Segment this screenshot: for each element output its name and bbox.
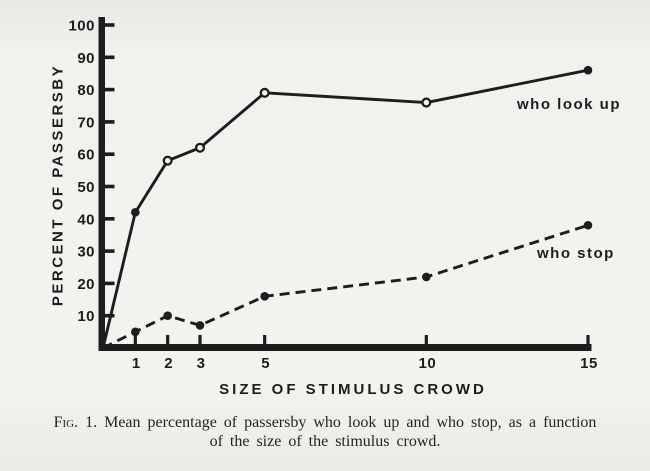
- y-tick-label: 10: [77, 308, 95, 325]
- data-point-who-look-up: [194, 142, 206, 153]
- figure-caption: Fig. 1. Mean percentage of passersby who…: [0, 413, 650, 451]
- data-point-who-look-up: [162, 155, 173, 166]
- x-tick-label: 1: [132, 355, 141, 372]
- x-tick-label: 2: [164, 355, 173, 372]
- data-point-who-stop: [163, 311, 172, 321]
- caption-text-line1: Mean percentage of passersby who look up…: [104, 414, 597, 431]
- y-axis-line: [98, 17, 105, 351]
- series-label-who-stop: who stop: [537, 245, 615, 262]
- data-point-who-stop: [195, 321, 205, 330]
- data-point-who-stop: [260, 292, 269, 301]
- series-line-who-look-up: [101, 68, 589, 349]
- y-tick-label: 50: [77, 179, 95, 196]
- data-point-who-stop: [422, 272, 431, 282]
- data-point-who-look-up: [131, 208, 140, 217]
- caption-line-1: Fig. 1. Mean percentage of passersby who…: [0, 413, 650, 432]
- data-point-who-look-up: [259, 87, 270, 98]
- x-tick-label: 15: [580, 355, 598, 372]
- figure-number: Fig. 1.: [53, 414, 98, 431]
- y-tick-label: 20: [77, 276, 95, 293]
- series-line-who-stop: [102, 223, 589, 350]
- y-tick-label: 40: [77, 211, 95, 228]
- x-tick-label: 10: [418, 355, 436, 372]
- y-tick-label: 30: [77, 244, 95, 261]
- y-tick-label: 100: [68, 18, 95, 35]
- y-tick-label: 80: [77, 82, 95, 99]
- x-axis-title: SIZE OF STIMULUS CROWD: [219, 381, 487, 398]
- y-axis-title: PERCENT OF PASSERSBY: [49, 63, 67, 307]
- y-tick-label: 60: [77, 147, 95, 164]
- caption-text-line2: of the size of the stimulus crowd.: [209, 433, 441, 450]
- x-tick-label: 5: [261, 355, 270, 372]
- y-tick-label: 90: [77, 50, 95, 67]
- data-point-who-stop: [583, 220, 593, 230]
- data-point-who-look-up: [583, 65, 593, 75]
- x-tick-label: 3: [197, 355, 206, 372]
- data-point-who-look-up: [421, 97, 432, 108]
- x-axis-line: [98, 344, 592, 351]
- y-tick-label: 70: [77, 114, 95, 131]
- data-point-who-stop: [131, 327, 140, 337]
- series-label-who-look-up: who look up: [517, 96, 621, 113]
